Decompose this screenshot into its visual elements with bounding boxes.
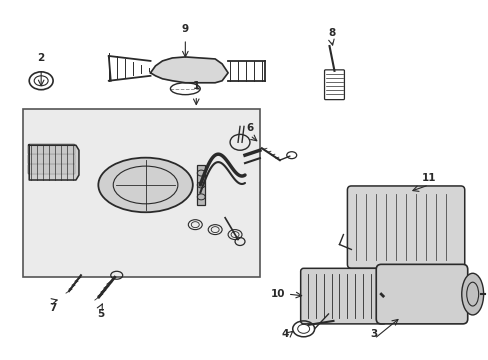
Text: 11: 11 <box>421 173 435 183</box>
Text: 9: 9 <box>182 24 188 34</box>
FancyBboxPatch shape <box>28 144 75 154</box>
Text: 5: 5 <box>97 309 104 319</box>
Ellipse shape <box>461 273 483 315</box>
Text: 2: 2 <box>38 53 45 63</box>
FancyBboxPatch shape <box>28 154 75 164</box>
Polygon shape <box>150 57 227 83</box>
Text: 8: 8 <box>327 28 334 38</box>
Text: 10: 10 <box>271 289 285 299</box>
Text: 3: 3 <box>370 329 377 339</box>
Ellipse shape <box>98 158 192 212</box>
FancyBboxPatch shape <box>375 264 467 324</box>
FancyBboxPatch shape <box>346 186 464 268</box>
Bar <box>197 165 205 205</box>
Text: 4: 4 <box>281 329 288 339</box>
Text: 1: 1 <box>192 81 200 91</box>
FancyBboxPatch shape <box>28 164 75 174</box>
Text: 6: 6 <box>246 123 253 133</box>
Polygon shape <box>29 145 79 180</box>
Bar <box>23 109 260 277</box>
Text: 7: 7 <box>49 303 57 313</box>
FancyBboxPatch shape <box>300 268 386 324</box>
